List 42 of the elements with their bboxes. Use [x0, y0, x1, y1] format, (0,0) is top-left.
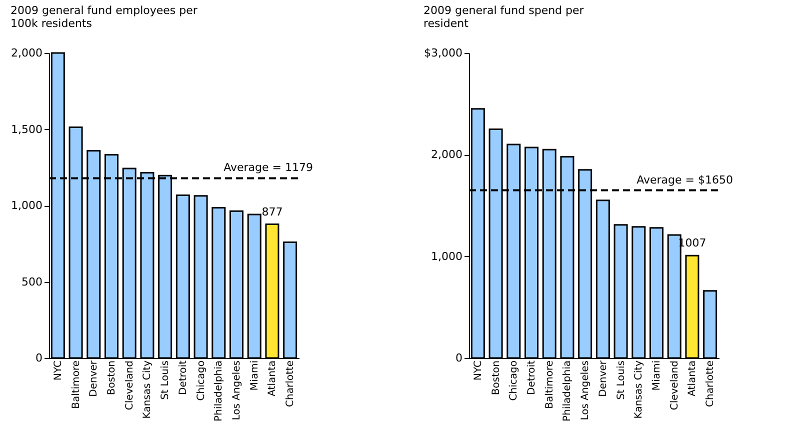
y-tick-label: 0: [36, 352, 42, 364]
x-tick-label: Miami: [652, 360, 662, 391]
y-tick-label: 1,500: [11, 122, 42, 136]
y-tick-label: 500: [22, 275, 42, 288]
y-tick-label: 2,000: [431, 148, 462, 162]
x-tick-label: Kansas City: [634, 360, 645, 419]
x-tick-label: Boston: [106, 360, 118, 396]
x-tick-label: Detroit: [526, 360, 538, 395]
y-tick-label: 2,000: [11, 46, 42, 60]
x-tick-label: Chicago: [196, 360, 207, 401]
chart-title: 2009 general fund employees per 100k residents: [10, 4, 198, 30]
x-tick-label: Detroit: [178, 360, 189, 395]
x-tick-label: Baltimore: [544, 360, 556, 409]
x-tick-label: St Louis: [160, 360, 172, 400]
x-tick-label: Kansas City: [142, 360, 154, 419]
x-tick-label: Charlotte: [285, 360, 296, 407]
y-tick-label: 0: [456, 352, 462, 364]
x-tick-label: Charlotte: [705, 360, 716, 407]
y-tick-label: 1,000: [11, 199, 42, 212]
chart-title: 2009 general fund spend per resident: [424, 4, 584, 30]
ref-line-label: Average = 1179: [224, 161, 313, 174]
x-tick-label: Los Angeles: [232, 360, 242, 420]
x-tick-label: Philadelphia: [214, 360, 225, 422]
x-tick-label: Baltimore: [70, 360, 82, 409]
x-tick-label: Atlanta: [267, 360, 278, 396]
x-tick-label: NYC: [472, 360, 484, 381]
data-label: 877: [262, 205, 283, 218]
x-tick-label: Atlanta: [687, 360, 698, 396]
x-tick-label: Denver: [88, 360, 100, 397]
x-tick-label: Philadelphia: [562, 360, 574, 422]
x-tick-label: Miami: [249, 360, 260, 391]
x-tick-label: Cleveland: [124, 360, 136, 410]
x-tick-label: NYC: [52, 360, 64, 381]
x-tick-label: Denver: [598, 360, 609, 397]
y-tick-label: 1,000: [431, 250, 462, 263]
x-tick-label: Cleveland: [669, 360, 680, 410]
x-tick-label: Boston: [490, 360, 502, 396]
x-tick-label: Chicago: [508, 360, 520, 401]
y-tick-label: $3,000: [424, 46, 462, 60]
ref-line-label: Average = $1650: [636, 173, 733, 186]
x-tick-label: St Louis: [616, 360, 627, 400]
x-tick-label: Los Angeles: [580, 360, 592, 420]
